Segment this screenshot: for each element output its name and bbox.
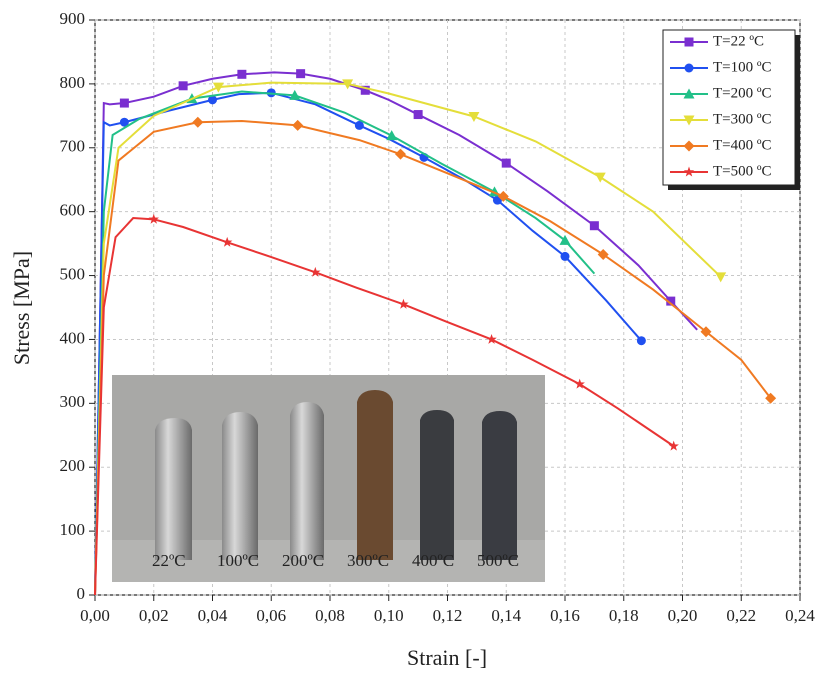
inset-label: 300ºC — [347, 551, 389, 570]
marker — [589, 221, 599, 231]
grid — [89, 19, 801, 601]
series-line — [94, 71, 698, 596]
series-line — [94, 91, 643, 596]
y-tick-label: 400 — [60, 328, 86, 347]
specimen — [290, 402, 324, 560]
legend-label: T=22 ºC — [713, 33, 764, 49]
inset-photo: 22ºC 100ºC 200ºC 300ºC 400ºC 500ºC — [112, 375, 545, 582]
marker — [208, 95, 217, 105]
y-tick-label: 600 — [60, 201, 86, 220]
marker — [501, 158, 511, 168]
marker — [221, 236, 233, 247]
x-tick-label: 0,22 — [726, 606, 756, 625]
marker — [212, 82, 224, 93]
legend-label: T=300 ºC — [713, 111, 772, 127]
marker — [574, 378, 585, 389]
marker — [148, 213, 159, 224]
marker — [559, 234, 571, 245]
marker — [683, 115, 695, 126]
x-tick-label: 0,18 — [609, 606, 639, 625]
marker — [594, 172, 606, 183]
marker — [597, 248, 609, 260]
y-tick-label: 200 — [60, 456, 86, 475]
x-tick-label: 0,16 — [550, 606, 580, 625]
series-line — [94, 90, 596, 596]
x-tick-label: 0,20 — [668, 606, 698, 625]
marker — [119, 98, 129, 108]
marker — [497, 190, 509, 202]
marker — [413, 110, 423, 120]
x-tick-label: 0,10 — [374, 606, 404, 625]
y-tick-label: 100 — [60, 520, 86, 539]
legend-box — [662, 29, 796, 186]
marker — [668, 440, 679, 451]
inset-label: 22ºC — [152, 551, 186, 570]
specimen — [155, 418, 192, 560]
x-tick-label: 0,02 — [139, 606, 169, 625]
marker — [636, 336, 646, 346]
marker — [119, 117, 129, 127]
marker — [395, 148, 406, 160]
y-tick-label: 300 — [60, 392, 86, 411]
marker — [683, 140, 695, 152]
legend-label: T=200 ºC — [713, 85, 772, 101]
x-tick-label: 0,00 — [80, 606, 110, 625]
legend-label: T=400 ºC — [713, 137, 772, 153]
y-tick-label: 500 — [60, 264, 86, 283]
inset-label: 400ºC — [412, 551, 454, 570]
y-tick-label: 800 — [60, 73, 86, 92]
marker — [289, 89, 301, 100]
specimen — [420, 410, 454, 560]
marker — [386, 130, 398, 141]
marker — [560, 251, 570, 261]
marker — [354, 120, 364, 130]
marker — [398, 298, 409, 309]
x-tick-label: 0,24 — [785, 606, 815, 625]
marker — [486, 333, 497, 344]
marker — [296, 69, 306, 79]
inset-label: 100ºC — [217, 551, 259, 570]
marker — [237, 69, 247, 79]
x-tick-label: 0,06 — [256, 606, 286, 625]
y-tick-label: 0 — [77, 584, 86, 603]
specimen — [357, 390, 393, 560]
legend: T=22 ºC T=100 ºC T=200 ºC T=300 ºC T=400 ºC T… — [662, 29, 800, 190]
marker — [683, 166, 695, 177]
inset-label: 200ºC — [282, 551, 324, 570]
marker — [765, 392, 777, 404]
legend-label: T=100 ºC — [713, 59, 772, 75]
marker — [192, 116, 204, 128]
legend-label: T=500 ºC — [713, 163, 772, 179]
marker — [715, 272, 727, 283]
y-tick-label: 700 — [60, 137, 86, 156]
marker — [684, 63, 694, 73]
specimen — [482, 411, 517, 560]
x-tick-label: 0,14 — [491, 606, 521, 625]
marker — [683, 88, 695, 99]
marker — [292, 119, 304, 131]
x-tick-label: 0,08 — [315, 606, 345, 625]
marker — [310, 266, 321, 277]
series-group — [94, 69, 777, 596]
x-tick-label: 0,12 — [433, 606, 463, 625]
marker — [342, 79, 354, 90]
x-tick-label: 0,04 — [198, 606, 228, 625]
y-tick-label: 900 — [60, 9, 86, 28]
marker — [684, 37, 694, 47]
marker — [468, 111, 480, 122]
y-axis-title: Stress [MPa] — [9, 251, 34, 365]
specimen — [222, 412, 258, 560]
marker — [178, 81, 188, 91]
inset-label: 500ºC — [477, 551, 519, 570]
marker — [700, 326, 712, 338]
x-axis-title: Strain [-] — [407, 645, 487, 670]
marker — [666, 296, 676, 306]
